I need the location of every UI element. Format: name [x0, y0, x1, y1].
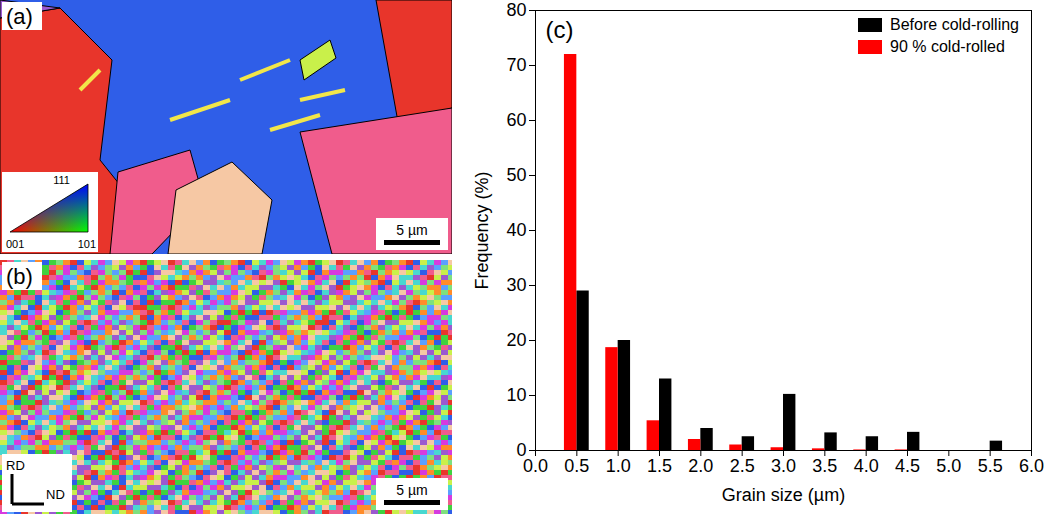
- svg-text:3.0: 3.0: [771, 456, 796, 476]
- html-text:90 % cold-rolled: 90 % cold-rolled: [890, 38, 1005, 55]
- svg-text:ND: ND: [46, 487, 65, 502]
- svg-text:001: 001: [6, 238, 24, 250]
- svg-text:5 µm: 5 µm: [396, 222, 427, 238]
- svg-text:101: 101: [78, 238, 96, 250]
- svg-text:1.5: 1.5: [647, 456, 672, 476]
- svg-text:20: 20: [506, 330, 526, 350]
- svg-text:Grain size (µm): Grain size (µm): [722, 485, 845, 505]
- svg-text:80: 80: [506, 0, 526, 20]
- svg-text:2.5: 2.5: [730, 456, 755, 476]
- svg-text:4.5: 4.5: [895, 456, 920, 476]
- svg-text:5.0: 5.0: [936, 456, 961, 476]
- svg-text:(a): (a): [6, 4, 33, 29]
- svg-text:(b): (b): [6, 264, 33, 289]
- svg-text:5.5: 5.5: [978, 456, 1003, 476]
- svg-text:111: 111: [53, 174, 70, 186]
- svg-text:5 µm: 5 µm: [396, 482, 427, 498]
- svg-text:0: 0: [516, 440, 527, 461]
- svg-text:Frequency (%): Frequency (%): [472, 171, 492, 289]
- svg-text:0.5: 0.5: [564, 456, 589, 476]
- svg-text:3.5: 3.5: [812, 456, 837, 476]
- html-text:Before cold-rolling: Before cold-rolling: [890, 16, 1019, 33]
- svg-text:(c): (c): [546, 16, 574, 43]
- svg-text:6.0: 6.0: [1019, 456, 1044, 476]
- svg-text:1.0: 1.0: [606, 456, 631, 476]
- svg-text:70: 70: [506, 55, 526, 75]
- svg-text:4.0: 4.0: [854, 456, 879, 476]
- svg-text:2.0: 2.0: [688, 456, 713, 476]
- svg-text:RD: RD: [6, 458, 25, 473]
- svg-text:0.0: 0.0: [523, 456, 548, 476]
- svg-text:30: 30: [506, 275, 526, 295]
- svg-text:10: 10: [506, 385, 526, 405]
- svg-text:50: 50: [506, 165, 526, 185]
- svg-text:60: 60: [506, 110, 526, 130]
- svg-text:40: 40: [506, 220, 526, 240]
